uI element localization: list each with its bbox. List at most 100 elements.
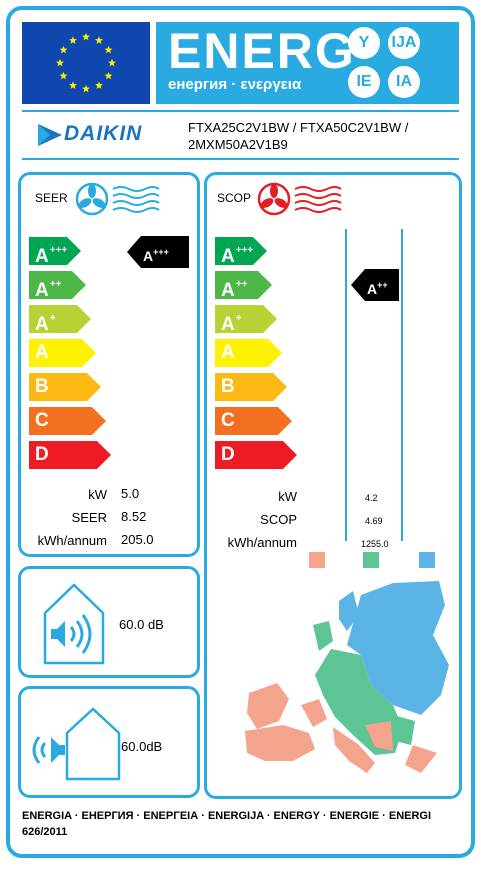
supplier-row: DAIKIN FTXA25C2V1BW / FTXA50C2V1BW / 2MX… bbox=[22, 110, 459, 160]
energy-class-arrow: A++ bbox=[215, 271, 272, 299]
warmer-zone-swatch bbox=[309, 552, 325, 568]
noise-unit: dB bbox=[146, 739, 163, 754]
eu-star bbox=[69, 36, 77, 44]
cooling-panel: SEER A+++ A++ A+ A B C D A+++ kW 5.0 SEER 8.52… bbox=[18, 172, 200, 557]
energy-class-arrow: B bbox=[29, 373, 101, 401]
language-badge: IE bbox=[348, 66, 380, 98]
indoor-noise-value: 60.0 dB bbox=[119, 617, 164, 632]
eu-flag bbox=[22, 22, 150, 104]
noise-number: 60.0 bbox=[119, 617, 145, 632]
heating-panel: SCOP A+++ A++ A+ A B C D A++ kW 4.2 SCOP 4.69 … bbox=[204, 172, 462, 799]
cooling-annual-label: kWh/annum bbox=[37, 533, 107, 548]
eu-star bbox=[95, 36, 103, 44]
cooling-title: SEER bbox=[35, 191, 68, 205]
cooling-kw-label: kW bbox=[88, 487, 107, 502]
heating-class-indicator: A++ bbox=[351, 269, 399, 301]
class-letter: D bbox=[35, 444, 49, 465]
eu-stars-icon bbox=[56, 32, 116, 93]
heating-scop-value: 4.69 bbox=[365, 516, 383, 526]
cooling-class-indicator: A+++ bbox=[127, 236, 189, 268]
zone-divider bbox=[401, 229, 403, 541]
energy-class-arrow: A+ bbox=[29, 305, 91, 333]
energy-class-arrow: C bbox=[29, 407, 106, 435]
daikin-logo-icon bbox=[38, 124, 62, 146]
average-zone-swatch bbox=[363, 552, 379, 568]
energy-class-arrow: D bbox=[215, 441, 297, 469]
energy-class-arrow: D bbox=[29, 441, 111, 469]
heating-annual-value: 1255.0 bbox=[361, 539, 389, 549]
energy-class-arrow: A+ bbox=[215, 305, 277, 333]
heating-title: SCOP bbox=[217, 191, 252, 205]
language-badge: Y bbox=[348, 27, 380, 59]
class-letter: D bbox=[221, 444, 235, 465]
noise-number: 60.0 bbox=[121, 739, 147, 754]
class-letter: B bbox=[35, 376, 49, 397]
class-letter: A bbox=[35, 342, 49, 363]
class-plus: +++ bbox=[235, 245, 254, 256]
europe-climate-map-icon bbox=[245, 581, 449, 773]
class-letter: B bbox=[221, 376, 235, 397]
indicator-letter: A bbox=[143, 248, 154, 264]
cooling-annual-value: 205.0 bbox=[121, 532, 154, 547]
class-plus: + bbox=[235, 313, 242, 324]
class-plus: + bbox=[49, 313, 56, 324]
class-plus: +++ bbox=[49, 245, 68, 256]
eu-star bbox=[82, 32, 90, 41]
zone-divider bbox=[345, 229, 347, 541]
eu-star bbox=[104, 71, 113, 80]
eu-star bbox=[59, 45, 68, 54]
class-plus: ++ bbox=[49, 279, 62, 290]
outdoor-noise-panel: 60.0dB bbox=[18, 686, 200, 798]
energy-class-arrow: A++ bbox=[29, 271, 86, 299]
energ-title: ENERG bbox=[168, 23, 356, 79]
indoor-speaker-house-icon bbox=[43, 583, 105, 665]
eu-star bbox=[104, 45, 113, 54]
indicator-letter: A bbox=[367, 281, 378, 297]
energy-banner: ENERG енергия · ενεργεια Y IJA IE IA bbox=[156, 22, 459, 104]
indicator-plus: ++ bbox=[377, 280, 388, 290]
footer: ENERGIA · ЕНЕРГИЯ · ΕΝΕΡΓΕΙΑ · ENERGIJA … bbox=[22, 808, 462, 840]
energy-class-arrow: A+++ bbox=[29, 237, 81, 265]
language-badge: IJA bbox=[388, 27, 420, 59]
footer-regulation: 626/2011 bbox=[22, 826, 68, 838]
energy-class-arrow: B bbox=[215, 373, 287, 401]
class-letter: C bbox=[35, 410, 49, 431]
energy-class-arrow: A bbox=[29, 339, 96, 367]
model-line: 2MXM50A2V1B9 bbox=[188, 137, 288, 152]
class-letter: A bbox=[221, 280, 235, 301]
eu-star bbox=[82, 84, 90, 93]
heating-kw-value: 4.2 bbox=[365, 493, 378, 503]
cooling-seer-value: 8.52 bbox=[121, 509, 147, 524]
class-letter: A bbox=[35, 314, 49, 335]
outdoor-speaker-house-icon bbox=[32, 707, 121, 781]
class-letter: A bbox=[221, 314, 235, 335]
heating-kw-label: kW bbox=[278, 489, 297, 504]
indoor-noise-panel: 60.0 dB bbox=[18, 566, 200, 678]
indicator-plus: +++ bbox=[153, 247, 169, 257]
class-letter: A bbox=[35, 280, 49, 301]
energ-subtitle: енергия · ενεργεια bbox=[168, 76, 302, 93]
class-plus: ++ bbox=[235, 279, 248, 290]
cooling-kw-value: 5.0 bbox=[121, 486, 140, 501]
energy-class-arrow: A bbox=[215, 339, 282, 367]
eu-star bbox=[59, 71, 68, 80]
outdoor-noise-value: 60.0dB bbox=[121, 739, 162, 754]
eu-star bbox=[108, 58, 116, 67]
eu-star bbox=[69, 81, 77, 89]
footer-languages: ENERGIA · ЕНЕРГИЯ · ΕΝΕΡΓΕΙΑ · ENERGIJA … bbox=[22, 810, 432, 822]
class-letter: C bbox=[221, 410, 235, 431]
heating-annual-label: kWh/annum bbox=[227, 535, 297, 550]
brand-name: DAIKIN bbox=[64, 122, 143, 145]
cooling-fan-icon bbox=[75, 182, 160, 216]
noise-unit: dB bbox=[147, 617, 164, 632]
class-letter: A bbox=[221, 342, 235, 363]
heating-fan-icon bbox=[257, 182, 342, 216]
eu-star bbox=[95, 81, 103, 89]
eu-star bbox=[56, 58, 64, 67]
cooling-seer-label: SEER bbox=[71, 510, 107, 525]
label-frame bbox=[6, 6, 475, 858]
model-line: FTXA25C2V1BW / FTXA50C2V1BW / bbox=[188, 120, 409, 135]
energy-class-arrow: A+++ bbox=[215, 237, 267, 265]
heating-scop-label: SCOP bbox=[260, 512, 297, 527]
language-badge: IA bbox=[388, 66, 420, 98]
